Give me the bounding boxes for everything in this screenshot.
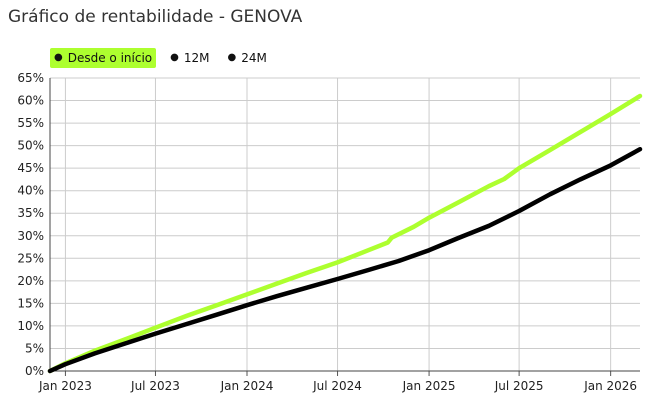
y-tick-label: 60% (17, 94, 44, 108)
y-tick-label: 30% (17, 229, 44, 243)
legend-dot-icon: ● (170, 52, 179, 63)
legend-label-24m: 24M (241, 51, 267, 65)
y-tick-label: 35% (17, 206, 44, 220)
x-tick-label: Jan 2024 (220, 379, 274, 393)
x-tick-label: Jul 2023 (130, 379, 180, 393)
y-tick-label: 50% (17, 139, 44, 153)
legend-item-12m[interactable]: ● 12M (166, 48, 213, 68)
legend-label-12m: 12M (183, 51, 210, 65)
legend-dot-icon: ● (54, 52, 63, 63)
series-line-benchmark[interactable] (47, 146, 643, 374)
y-tick-label: 20% (17, 274, 44, 288)
y-tick-label: 40% (17, 184, 44, 198)
grid-layer (50, 77, 640, 372)
legend-label-since-start: Desde o início (67, 51, 153, 65)
chart-title: Gráfico de rentabilidade - GENOVA (8, 7, 303, 27)
x-tick-label: Jan 2025 (402, 379, 456, 393)
legend-item-24m[interactable]: ● 24M (224, 48, 271, 68)
y-tick-label: 25% (17, 251, 44, 265)
y-tick-label: 65% (17, 71, 44, 85)
legend-dot-icon: ● (227, 52, 237, 63)
y-tick-label: 15% (17, 296, 44, 310)
series-layer (47, 93, 643, 374)
chart-legend: ● Desde o início ● 12M ● 24M (50, 48, 271, 68)
x-tick-label: Jul 2025 (494, 379, 544, 393)
y-tick-label: 10% (17, 319, 44, 333)
legend-item-since-start[interactable]: ● Desde o início (50, 48, 157, 68)
x-tick-label: Jul 2024 (312, 379, 362, 393)
axis-layer: 0% 5% 10% 15% 20% 25% 30% 35% 40% 45% 50% 55% 60% 65%… (17, 71, 640, 393)
x-tick-label: Jan 2026 (583, 379, 637, 393)
series-line-fund[interactable] (47, 93, 643, 374)
y-tick-label: 45% (17, 161, 44, 175)
y-tick-label: 0% (25, 364, 44, 378)
y-tick-label: 5% (25, 341, 44, 355)
y-tick-label: 55% (17, 116, 44, 130)
x-tick-label: Jan 2023 (38, 379, 92, 393)
